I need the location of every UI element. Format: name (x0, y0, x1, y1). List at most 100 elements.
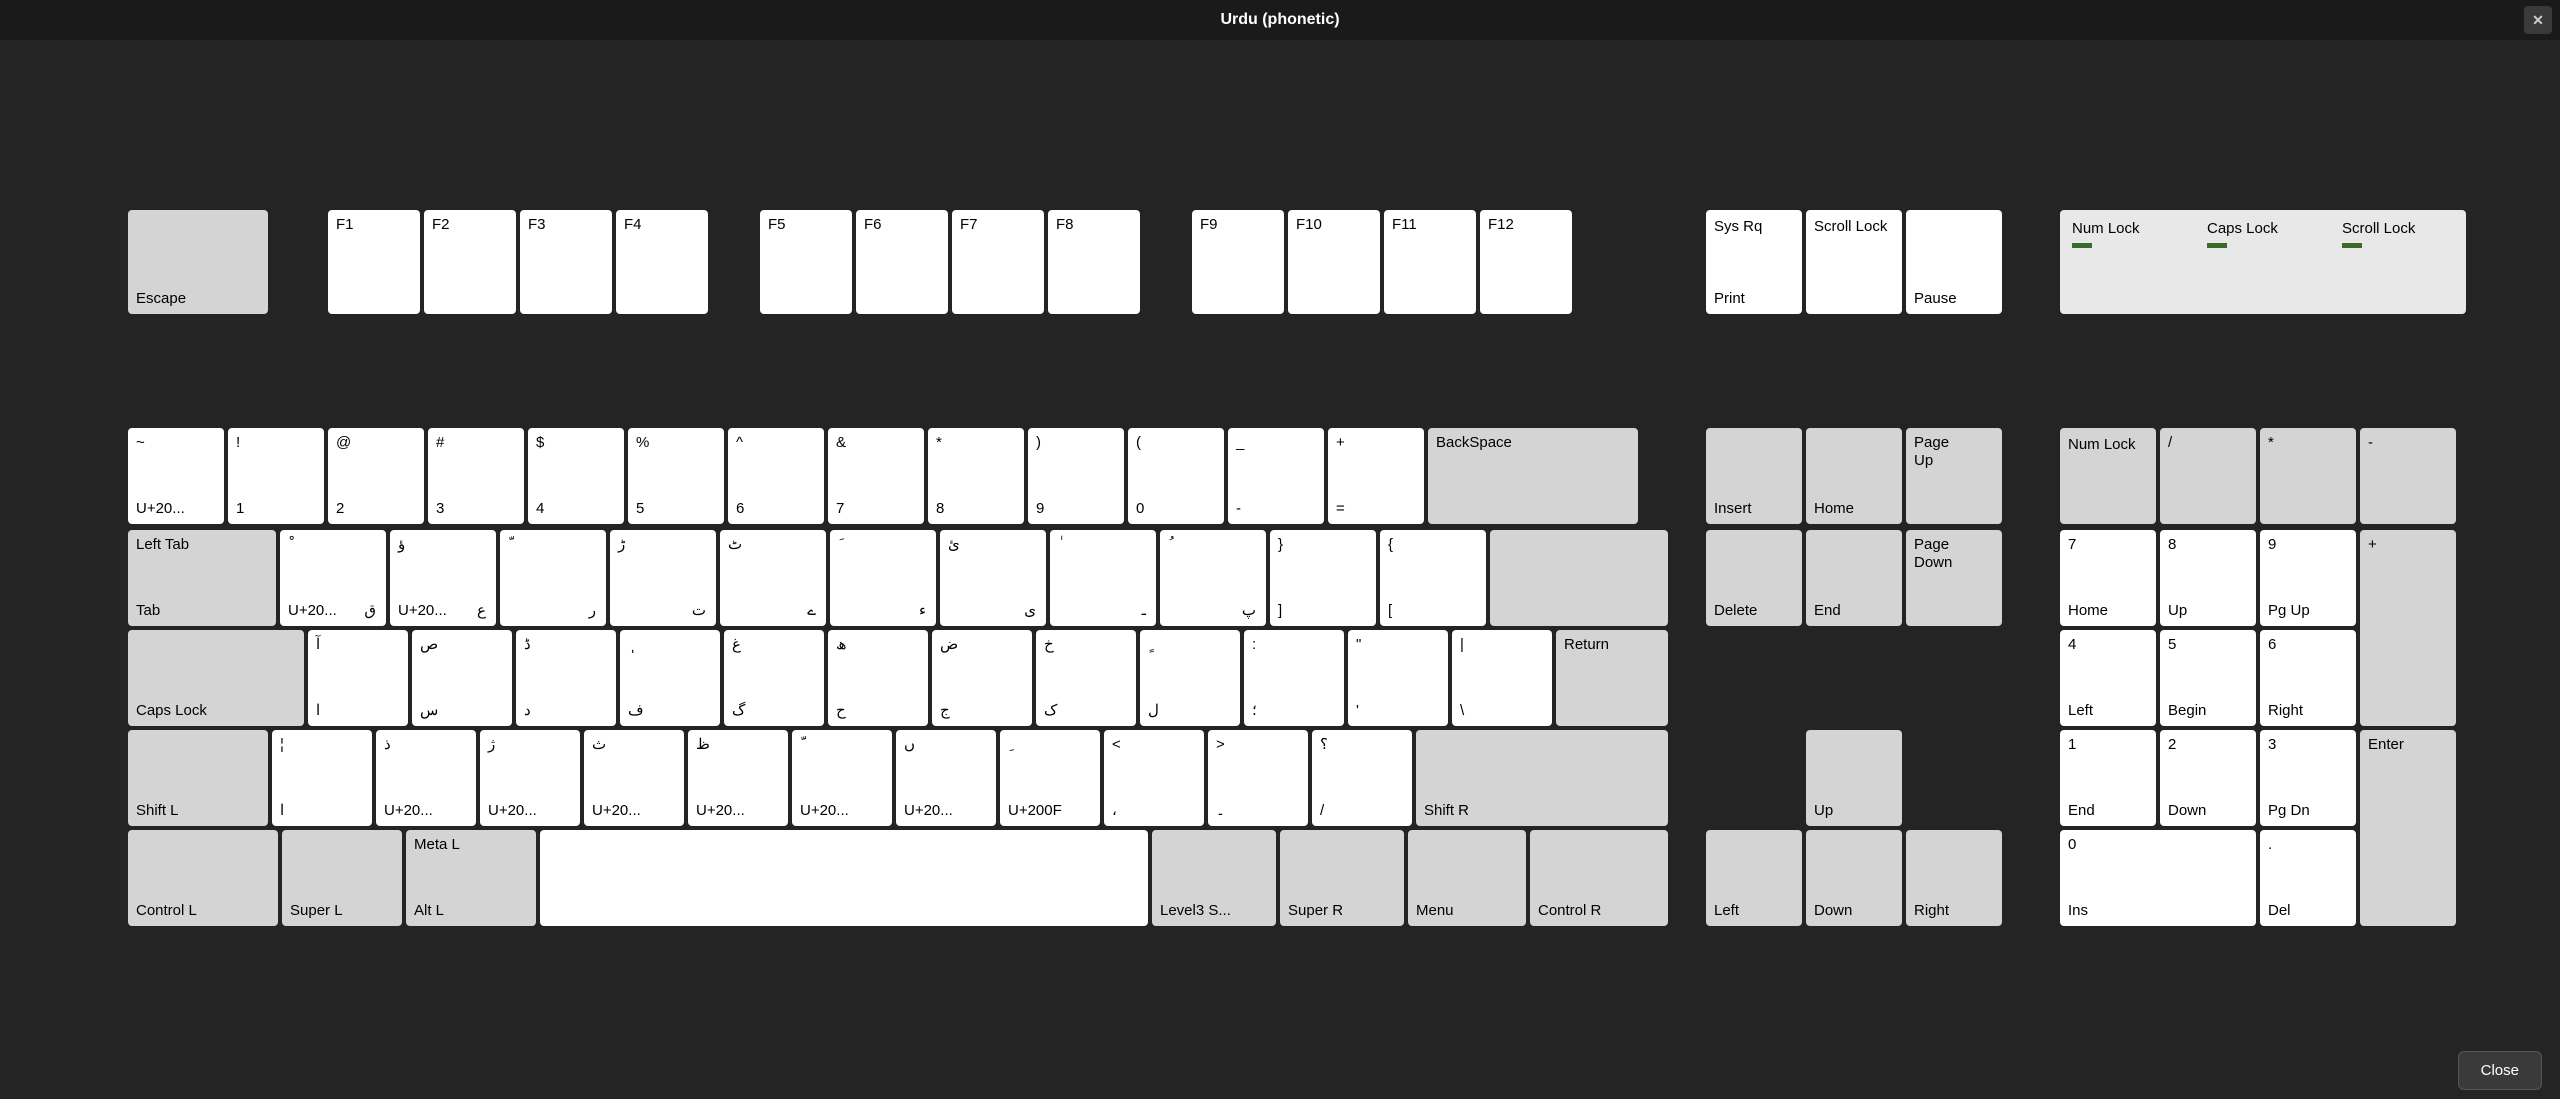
key-r2-9: }] (1270, 530, 1376, 626)
key-np-0: 0Ins (2060, 830, 2256, 926)
key-r4-10: ؟/ (1312, 730, 1412, 826)
key-numlock: Num Lock (2060, 428, 2156, 524)
close-button[interactable]: Close (2458, 1051, 2542, 1090)
key-r1-6: ^6 (728, 428, 824, 524)
key-pause: Pause (1906, 210, 2002, 314)
key-r3-11: |\ (1452, 630, 1552, 726)
key-r2-spacer (1490, 530, 1668, 626)
key-backspace: BackSpace (1428, 428, 1638, 524)
key-r1-4: $4 (528, 428, 624, 524)
key-f11: F11 (1384, 210, 1476, 314)
key-super-l: Super L (282, 830, 402, 926)
key-r1-2: @2 (328, 428, 424, 524)
key-ctrl-r: Control R (1530, 830, 1668, 926)
key-r4-0: ¦ا (272, 730, 372, 826)
key-return: Return (1556, 630, 1668, 726)
key-scrolllock: Scroll Lock (1806, 210, 1902, 314)
key-np-3: 3Pg Dn (2260, 730, 2356, 826)
key-r3-10: "' (1348, 630, 1448, 726)
label: Escape (136, 290, 186, 308)
key-f3: F3 (520, 210, 612, 314)
key-np-sub: - (2360, 428, 2456, 524)
key-r3-5: ھح (828, 630, 928, 726)
key-np-8: 8Up (2160, 530, 2256, 626)
key-np-add: + (2360, 530, 2456, 726)
key-insert: Insert (1706, 428, 1802, 524)
key-r1-1: !1 (228, 428, 324, 524)
key-shift-l: Shift L (128, 730, 268, 826)
key-delete: Delete (1706, 530, 1802, 626)
key-end: End (1806, 530, 1902, 626)
key-capslock: Caps Lock (128, 630, 304, 726)
key-r1-9: )9 (1028, 428, 1124, 524)
key-np-5: 5Begin (2160, 630, 2256, 726)
key-escape: Escape (128, 210, 268, 314)
key-np-4: 4Left (2060, 630, 2156, 726)
key-r3-8: ٍل (1140, 630, 1240, 726)
key-np-7: 7Home (2060, 530, 2156, 626)
key-f4: F4 (616, 210, 708, 314)
key-r1-12: += (1328, 428, 1424, 524)
key-r2-10: {[ (1380, 530, 1486, 626)
key-r3-9: :؛ (1244, 630, 1344, 726)
key-f6: F6 (856, 210, 948, 314)
key-np-enter: Enter (2360, 730, 2456, 926)
key-r1-8: *8 (928, 428, 1024, 524)
key-home: Home (1806, 428, 1902, 524)
key-np-6: 6Right (2260, 630, 2356, 726)
key-r4-6: ںU+20... (896, 730, 996, 826)
key-r4-7: ِU+200F (1000, 730, 1100, 826)
key-level3: Level3 S... (1152, 830, 1276, 926)
key-r2-1: ؤU+20...ع (390, 530, 496, 626)
key-r2-2: ّر (500, 530, 606, 626)
key-alt-l: Meta LAlt L (406, 830, 536, 926)
key-r4-8: <، (1104, 730, 1204, 826)
scroll-lock-indicator: Scroll Lock (2342, 220, 2462, 251)
key-np-div: / (2160, 428, 2256, 524)
key-pgup: PageUp (1906, 428, 2002, 524)
key-np-mul: * (2260, 428, 2356, 524)
key-np-dot: .Del (2260, 830, 2356, 926)
key-r1-5: %5 (628, 428, 724, 524)
key-left: Left (1706, 830, 1802, 926)
key-r3-1: صس (412, 630, 512, 726)
key-r3-4: غگ (724, 630, 824, 726)
key-r1-0: ~U+20... (128, 428, 224, 524)
key-r1-7: &7 (828, 428, 924, 524)
key-f12: F12 (1480, 210, 1572, 314)
key-r4-4: ظU+20... (688, 730, 788, 826)
key-space (540, 830, 1148, 926)
key-sysrq: Sys RqPrint (1706, 210, 1802, 314)
key-super-r: Super R (1280, 830, 1404, 926)
key-r3-7: خک (1036, 630, 1136, 726)
key-r4-5: ّU+20... (792, 730, 892, 826)
key-r4-2: ژU+20... (480, 730, 580, 826)
key-up: Up (1806, 730, 1902, 826)
key-r4-1: ذU+20... (376, 730, 476, 826)
key-f1: F1 (328, 210, 420, 314)
key-r1-11: _- (1228, 428, 1324, 524)
key-f2: F2 (424, 210, 516, 314)
key-r2-0: ْU+20...ق (280, 530, 386, 626)
key-f10: F10 (1288, 210, 1380, 314)
num-lock-indicator: Num Lock (2072, 220, 2192, 251)
key-r1-3: #3 (428, 428, 524, 524)
key-r4-3: ثU+20... (584, 730, 684, 826)
caps-lock-indicator: Caps Lock (2207, 220, 2327, 251)
key-f7: F7 (952, 210, 1044, 314)
key-r2-4: ٹے (720, 530, 826, 626)
key-r4-9: >۔ (1208, 730, 1308, 826)
key-shift-r: Shift R (1416, 730, 1668, 826)
key-ctrl-l: Control L (128, 830, 278, 926)
key-tab: Left TabTab (128, 530, 276, 626)
key-r2-5: َء (830, 530, 936, 626)
key-f5: F5 (760, 210, 852, 314)
key-r3-0: آا (308, 630, 408, 726)
key-r3-6: ضج (932, 630, 1032, 726)
key-r2-3: ڑت (610, 530, 716, 626)
key-r2-6: ئی (940, 530, 1046, 626)
key-pgdn: PageDown (1906, 530, 2002, 626)
key-down: Down (1806, 830, 1902, 926)
key-np-1: 1End (2060, 730, 2156, 826)
window-close-button[interactable]: ✕ (2524, 6, 2552, 34)
